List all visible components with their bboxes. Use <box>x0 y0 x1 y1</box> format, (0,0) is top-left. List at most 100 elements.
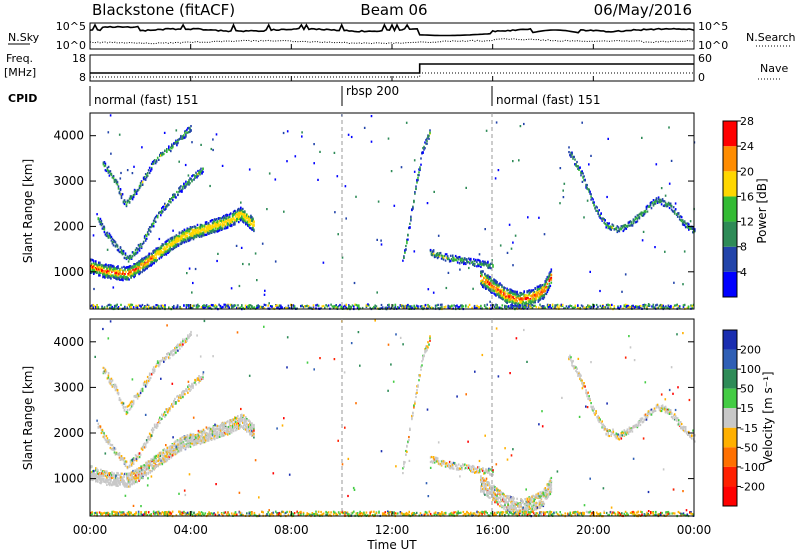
power-cell-2862 <box>637 216 640 219</box>
power-cell-2111 <box>483 285 485 288</box>
power-cell-2194 <box>492 289 494 292</box>
power-cell-3965 <box>670 159 673 162</box>
power-cell-3380 <box>369 306 371 309</box>
velocity-cell-645 <box>167 451 170 454</box>
power-cell-106 <box>102 273 104 276</box>
power-cell-1929 <box>464 262 466 265</box>
power-cell-2146 <box>487 285 489 288</box>
power-cell-613 <box>162 251 165 254</box>
velocity-cell-594 <box>161 463 164 466</box>
power-cell-276 <box>123 265 125 268</box>
power-cell-14 <box>91 266 93 269</box>
power-cell-3493 <box>443 306 446 309</box>
power-cell-3383 <box>373 305 375 309</box>
power-cell-1758 <box>152 162 155 165</box>
power-cell-2593 <box>539 296 542 300</box>
velocity-cell-603 <box>162 457 165 460</box>
power-cell-712 <box>174 238 177 241</box>
power-cell-2353 <box>511 289 513 292</box>
power-cell-1194 <box>231 218 234 222</box>
power-cell-1143 <box>225 226 228 230</box>
nave-label: Nave <box>760 62 788 75</box>
velocity-cell-714 <box>175 446 178 449</box>
power-cell-2356 <box>511 295 513 299</box>
power-cell-2931 <box>664 204 667 207</box>
velocity-cell-4 <box>90 466 92 469</box>
power-cell-1591 <box>184 186 186 190</box>
velocity-cell-688 <box>172 448 175 451</box>
power-cell-173 <box>109 266 111 269</box>
power-cell-2569 <box>536 291 539 294</box>
power-cell-3959 <box>319 150 321 153</box>
power-cell-185 <box>111 274 113 277</box>
power-cell-606 <box>161 243 164 246</box>
power-cell-1063 <box>215 223 218 226</box>
power-cell-1022 <box>211 219 214 222</box>
power-cell-1765 <box>155 159 158 163</box>
velocity-cell-122 <box>103 480 105 483</box>
power-cell-3557 <box>499 306 501 309</box>
power-cell-3022 <box>96 304 98 307</box>
power-cell-1946 <box>470 257 472 260</box>
power-cell-1787 <box>168 145 170 148</box>
power-cell-2836 <box>627 221 630 224</box>
power-cell-2007 <box>404 251 406 254</box>
power-cell-3054 <box>120 303 122 306</box>
power-cell-3077 <box>137 304 140 307</box>
power-cell-2657 <box>547 287 550 290</box>
power-cell-3922 <box>341 256 344 259</box>
power-cell-469 <box>145 267 147 270</box>
power-cell-3711 <box>627 306 629 309</box>
power-colorbar-label: Power [dB] <box>755 178 769 243</box>
power-cell-704 <box>173 239 176 242</box>
power-cell-1269 <box>241 216 243 219</box>
power-cell-50 <box>95 260 97 263</box>
power-cell-1184 <box>230 217 233 220</box>
velocity-cell-19 <box>92 478 94 482</box>
power-cell-1360 <box>252 217 254 220</box>
power-cell-2945 <box>669 202 672 205</box>
velocity-cell-604 <box>162 459 165 462</box>
power-cell-1661 <box>112 175 115 178</box>
power-cell-2296 <box>504 299 506 302</box>
power-cell-5 <box>90 268 92 271</box>
power-cell-1288 <box>243 214 245 217</box>
velocity-cell-331 <box>129 474 131 477</box>
power-cell-2726 <box>583 175 585 178</box>
power-cell-2049 <box>418 174 420 177</box>
power-cell-3165 <box>205 305 208 308</box>
power-cell-3486 <box>439 303 442 306</box>
power-cell-789 <box>183 232 186 235</box>
power-cell-367 <box>133 265 135 268</box>
power-cell-683 <box>171 241 174 244</box>
velocity-cell-366 <box>133 470 135 473</box>
power-cell-1318 <box>247 219 249 222</box>
power-cell-573 <box>157 253 159 256</box>
power-cell-2044 <box>417 173 419 177</box>
power-cell-3892 <box>261 242 264 245</box>
power-cell-152 <box>107 267 109 270</box>
power-cell-8 <box>90 265 92 268</box>
power-cell-3571 <box>510 305 512 308</box>
velocity-cell-236 <box>117 473 119 477</box>
power-cell-3225 <box>247 305 249 308</box>
power-cell-1390 <box>105 232 108 235</box>
power-cell-1877 <box>442 258 445 261</box>
velocity-cell-374 <box>134 473 136 477</box>
power-cell-1944 <box>469 258 471 261</box>
power-cell-2735 <box>586 183 588 187</box>
power-cell-3561 <box>504 304 506 307</box>
power-cell-161 <box>108 265 110 268</box>
power-cell-2331 <box>508 296 510 299</box>
power-cell-199 <box>113 268 115 271</box>
power-cell-43 <box>94 263 96 266</box>
power-cell-158 <box>108 264 110 267</box>
power-cell-1913 <box>457 256 460 259</box>
power-cell-306 <box>127 273 129 276</box>
power-cell-1432 <box>121 250 124 253</box>
power-cell-632 <box>164 247 167 250</box>
power-cell-1191 <box>231 213 234 216</box>
power-cell-3154 <box>197 303 199 306</box>
power-cell-1426 <box>119 247 122 250</box>
power-cell-1474 <box>137 248 140 251</box>
